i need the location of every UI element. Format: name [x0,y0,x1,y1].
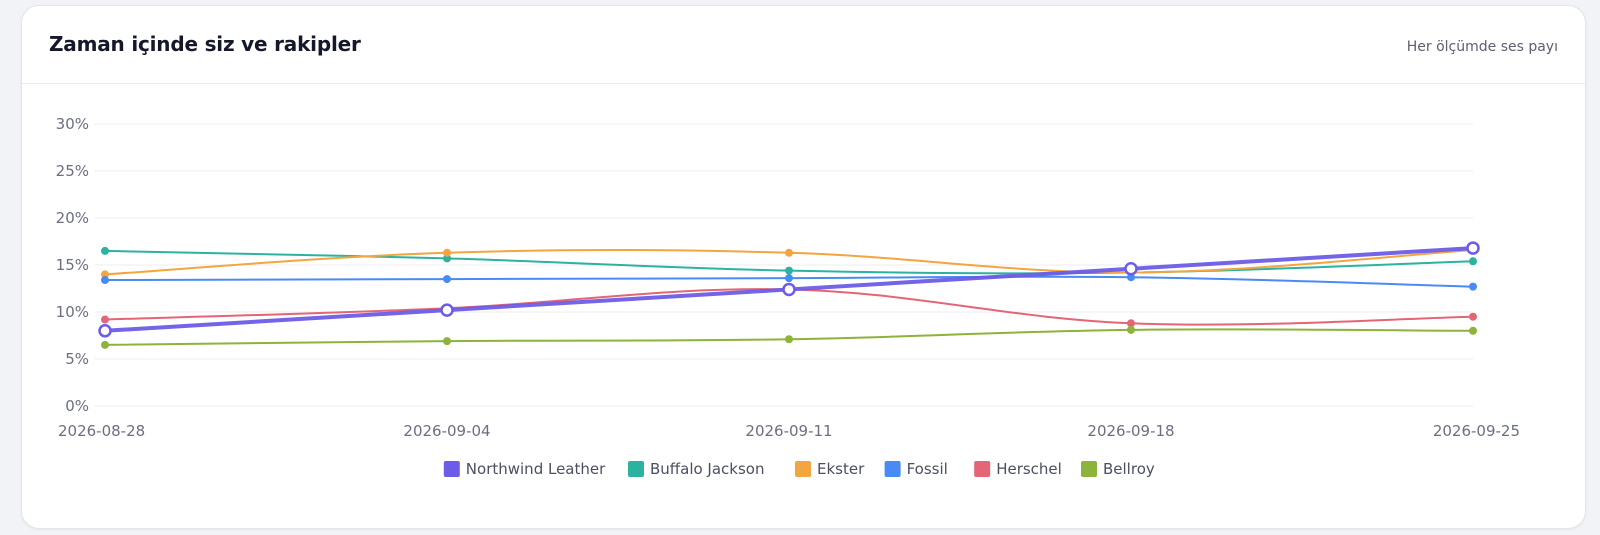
data-point-herschel[interactable] [101,315,109,324]
line-chart: 0% 5% 10% 15% 20% 25% 30% 2026-08-28 2026-09-04… [56,115,1520,478]
y-tick-label: 0% [65,397,89,415]
y-tick-label: 30% [56,115,89,133]
x-tick-label: 2026-09-11 [745,422,832,440]
data-point-ekster[interactable] [443,248,451,257]
grid-lines [95,123,1473,407]
data-point-herschel[interactable] [1127,319,1135,328]
data-point-fossil[interactable] [1469,282,1477,291]
series-points [98,241,1480,349]
data-point-bellroy[interactable] [443,337,451,346]
data-point-buffalo-jackson[interactable] [1469,257,1477,266]
data-point-fossil[interactable] [101,276,109,285]
legend-label: Ekster [817,460,865,478]
legend-label: Northwind Leather [466,460,606,478]
chart-title: Zaman içinde siz ve rakipler [49,32,361,56]
chart-subtitle: Her ölçümde ses payı [1406,39,1558,55]
y-tick-label: 20% [56,209,89,227]
legend-label: Bellroy [1103,460,1155,478]
y-tick-label: 10% [56,303,89,321]
data-point-northwind-leather[interactable] [98,324,112,338]
card-header: Zaman içinde siz ve rakipler Her ölçümde… [22,6,1585,84]
data-point-bellroy[interactable] [1469,326,1477,335]
y-tick-label: 15% [56,256,89,274]
data-point-northwind-leather[interactable] [440,303,454,317]
legend-item-fossil[interactable]: Fossil [884,460,948,478]
y-axis-labels: 0% 5% 10% 15% 20% 25% 30% [56,115,89,415]
data-point-fossil[interactable] [1127,273,1135,282]
data-point-buffalo-jackson[interactable] [101,246,109,255]
x-tick-label: 2026-09-18 [1087,422,1174,440]
data-point-bellroy[interactable] [1127,325,1135,334]
data-point-buffalo-jackson[interactable] [785,266,793,275]
y-tick-label: 5% [65,350,89,368]
legend-label: Fossil [907,460,948,478]
x-tick-label: 2026-09-25 [1433,422,1520,440]
legend-swatch [443,461,460,477]
x-tick-label: 2026-08-28 [58,422,145,440]
legend-item-herschel[interactable]: Herschel [974,460,1062,478]
legend-swatch [628,461,644,477]
chart-legend: Northwind Leather Buffalo Jackson Ekster Fo… [443,460,1155,478]
x-tick-label: 2026-09-04 [403,422,490,440]
data-point-ekster[interactable] [785,248,793,257]
data-point-ekster[interactable] [101,270,109,279]
data-point-northwind-leather[interactable] [782,282,796,297]
data-point-herschel[interactable] [1469,312,1477,321]
legend-item-buffalo-jackson[interactable]: Buffalo Jackson [628,460,765,478]
x-axis-labels: 2026-08-28 2026-09-04 2026-09-11 2026-09-18… [58,422,1520,440]
legend-item-northwind-leather[interactable]: Northwind Leather [443,460,606,478]
legend-label: Buffalo Jackson [650,460,765,478]
data-point-bellroy[interactable] [785,335,793,344]
data-point-northwind-leather[interactable] [1466,241,1480,255]
data-point-northwind-leather[interactable] [1124,262,1138,276]
legend-label: Herschel [996,460,1062,478]
data-point-fossil[interactable] [785,274,793,283]
data-point-fossil[interactable] [443,275,451,284]
legend-swatch [1081,461,1097,477]
legend-swatch [974,461,991,477]
y-tick-label: 25% [56,162,89,180]
legend-item-bellroy[interactable]: Bellroy [1081,460,1155,478]
series-lines [103,246,1475,346]
data-point-buffalo-jackson[interactable] [443,254,451,263]
chart-card: Zaman içinde siz ve rakipler Her ölçümde… [21,5,1586,529]
legend-swatch [795,461,811,477]
data-point-bellroy[interactable] [101,340,109,349]
legend-item-ekster[interactable]: Ekster [795,460,865,478]
legend-swatch [884,461,901,477]
